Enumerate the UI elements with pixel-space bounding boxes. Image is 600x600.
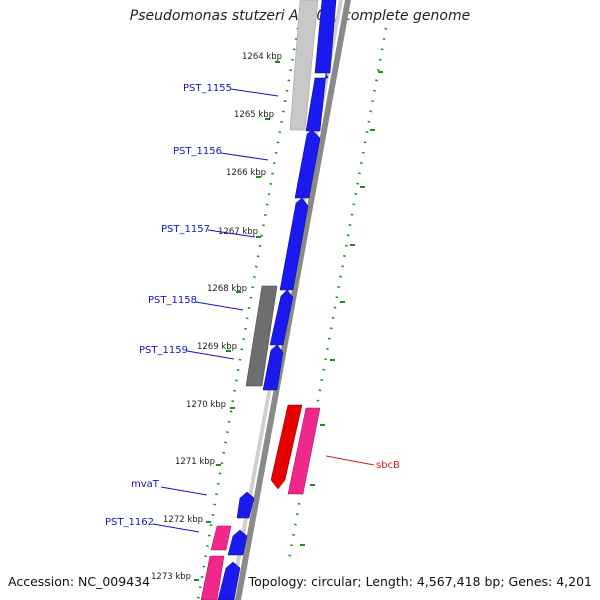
kbp-label: 1266 kbp <box>226 168 266 178</box>
kbp-ticks <box>194 61 280 581</box>
kbp-label: 1265 kbp <box>234 110 274 120</box>
cds-features <box>217 0 337 600</box>
gray-features <box>245 0 319 387</box>
pseudo-feature-light[interactable] <box>289 0 319 131</box>
gene-label[interactable]: mvaT <box>131 479 160 490</box>
pseudo-feature-dark[interactable] <box>245 285 278 387</box>
pink-feature-sbcB-adjacent[interactable] <box>287 407 321 495</box>
genome-summary: Topology: circular; Length: 4,567,418 bp… <box>248 574 592 589</box>
kbp-label: 1268 kbp <box>207 284 247 294</box>
kbp-label: 1273 kbp <box>151 572 191 582</box>
inner-tick-marks <box>300 71 383 546</box>
cds-feature[interactable] <box>217 561 241 600</box>
rna-feature-pink[interactable] <box>210 525 232 551</box>
gene-label[interactable]: sbcB <box>376 460 400 471</box>
backbone-ring-outer <box>235 0 351 600</box>
cds-feature[interactable] <box>262 344 284 391</box>
cds-feature[interactable] <box>269 289 294 346</box>
cds-feature[interactable] <box>314 0 337 74</box>
gene-label[interactable]: PST_1156 <box>173 146 222 157</box>
cds-feature[interactable] <box>279 197 309 291</box>
sbcB-feature-red[interactable] <box>270 404 303 490</box>
kbp-label: 1270 kbp <box>186 400 226 410</box>
gene-label[interactable]: PST_1159 <box>139 345 188 356</box>
accession-label: Accession: NC_009434 <box>8 574 151 589</box>
cds-feature[interactable] <box>294 129 321 199</box>
gene-label[interactable]: PST_1155 <box>183 83 232 94</box>
kbp-label: 1264 kbp <box>242 52 282 62</box>
cds-feature[interactable] <box>305 70 329 132</box>
outer-tick-ring <box>196 27 300 600</box>
kbp-label: 1272 kbp <box>163 515 203 525</box>
cds-feature[interactable] <box>236 491 255 519</box>
rna-feature-pink[interactable] <box>200 555 225 600</box>
gene-label[interactable]: PST_1158 <box>148 295 197 306</box>
kbp-label: 1267 kbp <box>218 227 258 237</box>
colored-features <box>200 404 321 600</box>
kbp-label: 1269 kbp <box>197 342 237 352</box>
kbp-label: 1271 kbp <box>175 457 215 467</box>
gene-label[interactable]: PST_1157 <box>161 224 210 235</box>
gene-label[interactable]: PST_1162 <box>105 517 154 528</box>
cds-feature[interactable] <box>227 529 248 556</box>
kbp-labels: 1264 kbp 1265 kbp 1266 kbp 1267 kbp 1268… <box>151 52 282 582</box>
gene-labels: PST_1155 PST_1156 PST_1157 PST_1158 PST_… <box>105 83 400 533</box>
